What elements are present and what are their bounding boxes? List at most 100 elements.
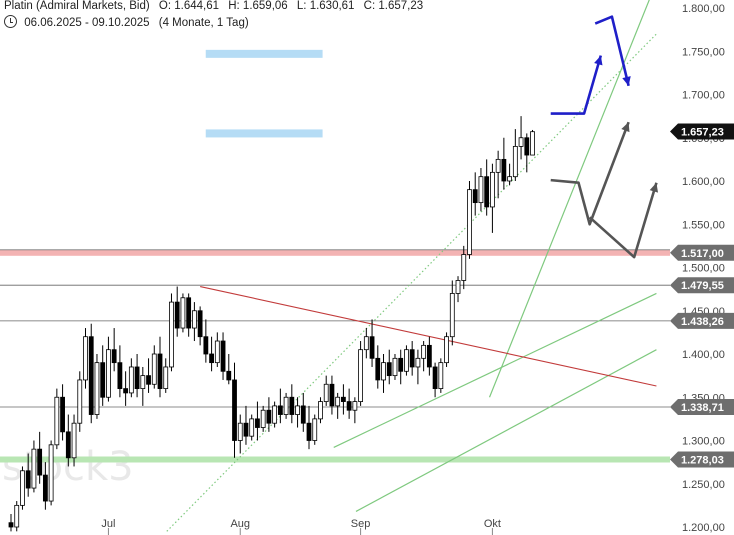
candle — [335, 392, 341, 419]
candle-body — [300, 405, 306, 424]
candle-body — [340, 396, 346, 402]
candle — [226, 354, 232, 385]
candle-body — [186, 297, 192, 329]
candle — [272, 401, 278, 428]
candle-body — [94, 362, 100, 415]
y-tick-label: 1.800,00 — [682, 3, 725, 15]
candle — [174, 286, 180, 337]
candle — [134, 354, 140, 398]
target-box-0 — [205, 49, 323, 58]
candle — [392, 354, 398, 380]
candle-body — [226, 370, 232, 381]
candle-body — [220, 340, 226, 372]
candle-body — [272, 405, 278, 424]
candle — [484, 159, 490, 216]
candle — [83, 328, 88, 389]
candle — [524, 133, 530, 173]
candle-body — [449, 293, 455, 338]
red-trendline — [200, 285, 657, 387]
candle — [209, 336, 214, 372]
candle — [455, 276, 461, 303]
candle — [266, 397, 272, 432]
candle — [421, 341, 427, 372]
candle-body — [106, 349, 111, 398]
candle-body — [128, 366, 134, 394]
level-tag-label: 1.438,26 — [681, 316, 724, 328]
candle-body — [14, 504, 20, 528]
candle-body — [495, 158, 501, 173]
candle — [346, 388, 352, 419]
candle — [404, 345, 409, 376]
candle — [20, 466, 25, 510]
x-tick-label: Sep — [351, 518, 371, 530]
candle — [186, 293, 192, 337]
candle — [461, 245, 467, 290]
candle-body — [438, 362, 444, 389]
candle-body — [512, 145, 518, 178]
candle — [277, 388, 283, 424]
candle — [243, 405, 249, 445]
candle — [518, 116, 524, 160]
y-tick-label: 1.600,00 — [682, 176, 725, 188]
y-tick-label: 1.300,00 — [682, 436, 725, 448]
candle — [220, 332, 226, 380]
candle — [352, 397, 358, 424]
high-value: H: 1.659,06 — [228, 0, 288, 12]
level-tag-bg — [670, 244, 734, 261]
candle-body — [375, 357, 381, 381]
blue-arrow-up-head — [594, 55, 603, 66]
candle — [358, 341, 363, 406]
candle — [146, 358, 151, 393]
candle — [444, 332, 449, 367]
candle — [37, 431, 43, 484]
candle — [197, 306, 203, 346]
candle — [329, 375, 335, 415]
candle-body — [409, 349, 415, 368]
candle — [94, 354, 100, 419]
candle-body — [461, 254, 467, 281]
candle-body — [260, 409, 266, 428]
level-tag: 1.278,03 — [670, 451, 734, 468]
clock-icon — [4, 15, 17, 28]
candle — [323, 375, 329, 406]
candle-body — [77, 379, 83, 424]
candle — [507, 163, 512, 186]
date-range: 06.06.2025 - 09.10.2025 — [24, 17, 150, 29]
candle — [363, 328, 369, 359]
green-trendline-1 — [355, 349, 657, 512]
candle-body — [478, 176, 484, 204]
candle — [106, 336, 111, 402]
candle-body — [266, 409, 272, 424]
candle — [426, 336, 432, 376]
candle — [312, 414, 318, 445]
candle-body — [174, 301, 180, 329]
candle-body — [151, 353, 157, 385]
candle — [203, 319, 209, 363]
level-tag: 1.517,00 — [670, 244, 734, 261]
candle-body — [518, 137, 524, 147]
candle — [232, 362, 237, 458]
target-box-1 — [205, 129, 323, 138]
candle-body — [249, 418, 255, 437]
candle — [260, 405, 266, 432]
candle — [77, 371, 83, 432]
candle-body — [346, 401, 352, 411]
candle-body — [157, 353, 163, 389]
candle — [255, 401, 260, 441]
y-tick-label: 1.400,00 — [682, 349, 725, 361]
level-tag-bg — [670, 399, 734, 416]
candle-body — [323, 383, 329, 402]
candle — [306, 405, 312, 450]
candle — [249, 414, 255, 441]
period-info: (4 Monate, 1 Tag) — [158, 17, 249, 29]
level-tag: 1.338,71 — [670, 399, 734, 416]
candle-body — [20, 470, 25, 506]
green-trendline-0 — [333, 292, 657, 448]
close-value: C: 1.657,23 — [363, 0, 424, 12]
candle-body — [386, 362, 392, 377]
last-price-tag: 1.657,23 — [670, 123, 734, 140]
candle-body — [363, 336, 369, 351]
candle — [318, 397, 323, 424]
candle-body — [318, 401, 323, 420]
